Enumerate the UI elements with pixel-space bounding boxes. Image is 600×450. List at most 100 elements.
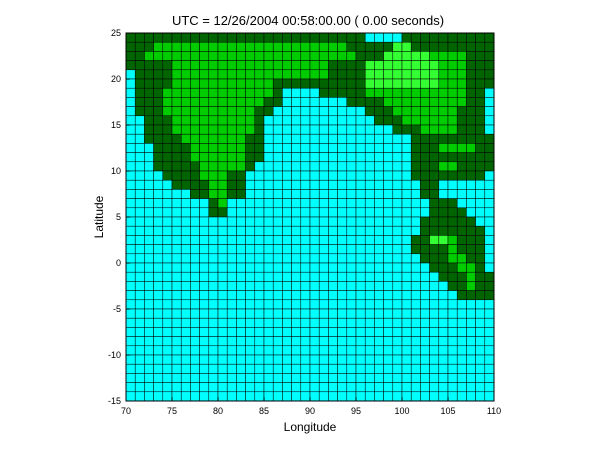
cell-water <box>144 216 154 227</box>
cell-land-low <box>226 170 237 181</box>
cell-water <box>337 327 348 337</box>
cell-water <box>171 198 182 209</box>
cell-land-mid <box>337 41 348 52</box>
cell-land-mid <box>190 51 200 61</box>
cell-water <box>153 363 164 374</box>
cell-water <box>364 216 375 227</box>
cell-water <box>429 336 440 347</box>
cell-land-mid <box>300 41 311 52</box>
cell-water <box>144 327 154 337</box>
cell-land-mid <box>300 69 311 80</box>
cell-land-low <box>466 161 476 172</box>
cell-water <box>438 363 449 374</box>
cell-water <box>144 179 154 190</box>
cell-water <box>374 198 384 209</box>
cell-water <box>291 198 302 209</box>
x-tick-label: 105 <box>440 406 455 416</box>
cell-water <box>144 308 154 319</box>
cell-water <box>291 87 302 98</box>
cell-land-mid <box>401 115 412 126</box>
cell-land-low <box>337 87 348 98</box>
cell-water <box>291 244 302 255</box>
cell-land-mid <box>236 69 246 80</box>
cell-water <box>134 143 145 153</box>
cell-water <box>245 336 256 347</box>
cell-water <box>162 336 173 347</box>
cell-water <box>456 299 467 310</box>
cell-land-mid <box>245 69 256 80</box>
cell-land-low <box>466 133 476 144</box>
cell-water <box>125 354 136 365</box>
cell-water <box>254 336 265 347</box>
cell-water <box>475 391 486 402</box>
cell-water <box>245 179 256 190</box>
cell-land-low <box>456 235 467 245</box>
cell-water <box>410 317 421 328</box>
cell-water <box>180 198 191 209</box>
cell-water <box>199 345 210 356</box>
cell-water <box>392 336 403 347</box>
cell-water <box>328 299 338 310</box>
cell-land-low <box>420 32 430 43</box>
cell-land-mid <box>190 41 200 52</box>
cell-water <box>300 345 311 356</box>
cell-water <box>236 216 246 227</box>
cell-water <box>125 308 136 319</box>
cell-water <box>199 363 210 374</box>
cell-water <box>364 336 375 347</box>
cell-land-mid <box>226 124 237 135</box>
cell-water <box>300 373 311 383</box>
cell-land-low <box>429 179 440 190</box>
cell-land-mid <box>447 51 458 61</box>
cell-land-mid <box>217 124 228 135</box>
cell-land-mid <box>162 106 173 117</box>
cell-water <box>309 327 320 337</box>
cell-water <box>383 161 394 172</box>
cell-water <box>346 225 357 236</box>
cell-land-low <box>475 124 486 135</box>
cell-water <box>162 253 173 264</box>
cell-land-mid <box>217 189 228 199</box>
cell-water <box>475 373 486 383</box>
cell-water <box>171 281 182 291</box>
cell-land-mid <box>180 106 191 117</box>
cell-land-mid <box>190 133 200 144</box>
cell-land-mid <box>438 87 449 98</box>
cell-land-mid <box>438 106 449 117</box>
cell-water <box>217 299 228 310</box>
cell-land-high <box>383 78 394 89</box>
cell-water <box>282 133 292 144</box>
cell-water <box>337 253 348 264</box>
cell-water <box>346 373 357 383</box>
cell-water <box>346 382 357 393</box>
cell-water <box>263 299 274 310</box>
cell-land-low <box>337 78 348 89</box>
cell-land-mid <box>217 152 228 163</box>
cell-land-high <box>383 60 394 71</box>
cell-water <box>291 363 302 374</box>
cell-water <box>374 152 384 163</box>
cell-water <box>318 198 329 209</box>
cell-water <box>383 32 394 43</box>
cell-water <box>318 133 329 144</box>
cell-water <box>410 391 421 402</box>
cell-water <box>199 216 210 227</box>
cell-land-low <box>346 87 357 98</box>
cell-land-low <box>475 244 486 255</box>
cell-water <box>199 281 210 291</box>
cell-land-high <box>401 60 412 71</box>
cell-water <box>364 124 375 135</box>
cell-land-mid <box>208 115 219 126</box>
cell-water <box>263 189 274 199</box>
cell-water <box>447 354 458 365</box>
cell-water <box>171 299 182 310</box>
cell-water <box>217 345 228 356</box>
cell-water <box>144 161 154 172</box>
cell-water <box>125 115 136 126</box>
cell-land-mid <box>272 69 283 80</box>
cell-water <box>272 152 283 163</box>
cell-water <box>217 216 228 227</box>
cell-water <box>318 207 329 218</box>
cell-water <box>401 382 412 393</box>
cell-land-low <box>153 32 164 43</box>
